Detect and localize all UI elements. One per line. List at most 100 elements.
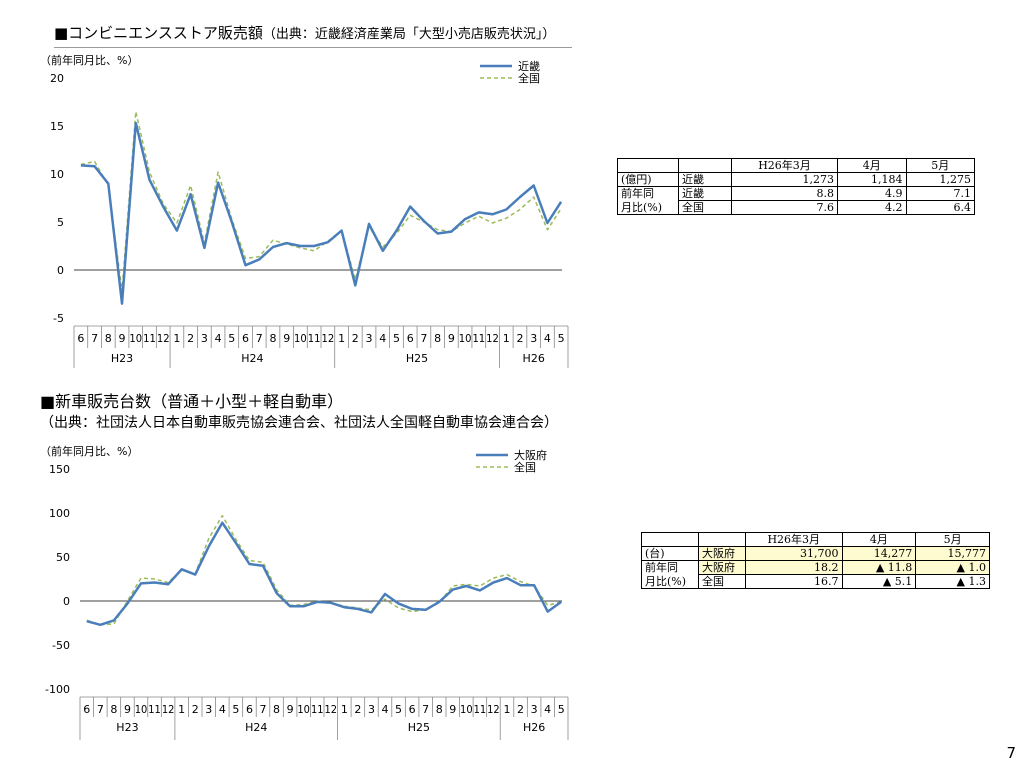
table-header-cell: H26年3月 [745,532,843,547]
legend-label: 全国 [518,71,540,85]
x-tick-label: 1 [504,703,511,716]
table-cell: 1,184 [837,172,907,187]
x-tick-label: 2 [187,332,194,345]
table-cell: ▲ 1.3 [915,574,990,589]
table-header-cell: 4月 [841,532,917,547]
x-tick-label: 8 [269,332,276,345]
x-tick-label: 4 [215,332,222,345]
legend-label: 大阪府 [514,448,547,462]
table-row: H26年3月 4月 5月 [617,158,975,173]
x-tick-label: 7 [260,703,267,716]
x-tick-label: 6 [242,332,249,345]
table-cell: 4.2 [837,200,907,215]
page-number: 7 [1006,744,1016,762]
x-tick-label: 2 [192,703,199,716]
x-tick-label: 2 [516,332,523,345]
table-row: (億円) 近畿 1,273 1,184 1,275 [617,172,975,187]
table-cell: ▲ 11.8 [841,560,917,575]
year-group-label: H25 [406,352,428,365]
x-tick-label: 10 [294,332,307,345]
year-group-label: H23 [116,721,138,734]
table-cell: 6.4 [905,200,975,215]
y-tick-label: 10 [50,168,64,181]
x-tick-label: 1 [341,703,348,716]
table-cell: 大阪府 [698,546,746,561]
table-cell: ▲ 1.0 [915,560,990,575]
x-tick-label: 10 [135,703,148,716]
x-tick-label: 6 [246,703,253,716]
x-tick-label: 10 [297,703,310,716]
table-row: 前年同 近畿 8.8 4.9 7.1 [617,186,975,201]
y-tick-label: 15 [50,120,64,133]
table-cell: ▲ 5.1 [841,574,917,589]
table-cell: 大阪府 [698,560,746,575]
table-row: 月比(%) 全国 7.6 4.2 6.4 [617,200,975,215]
x-tick-label: 9 [448,332,455,345]
x-tick-label: 1 [503,332,510,345]
x-tick-label: 9 [119,332,126,345]
x-tick-label: 6 [409,703,416,716]
x-tick-label: 1 [173,332,180,345]
x-tick-label: 9 [283,332,290,345]
table-cell: 全国 [678,200,732,215]
table-cell [641,532,699,547]
x-tick-label: 6 [77,332,84,345]
year-group-label: H26 [523,352,545,365]
table-cell [678,158,732,173]
x-tick-label: 7 [422,703,429,716]
table-cell: 1,273 [730,172,839,187]
table-cell: 14,277 [841,546,917,561]
chart1-title-source: （出典：近畿経済産業局「大型小売店販売状況」） [262,27,556,42]
x-tick-label: 1 [178,703,185,716]
chart1-title: ■コンビニエンスストア販売額（出典：近畿経済産業局「大型小売店販売状況」） [54,22,555,43]
x-tick-label: 8 [273,703,280,716]
table-row: 前年同 大阪府 18.2 ▲ 11.8 ▲ 1.0 [641,560,990,575]
y-tick-label: -50 [52,639,70,652]
chart1-title-rule [54,47,572,48]
x-tick-label: 2 [517,703,524,716]
year-group-label: H23 [111,352,133,365]
x-tick-label: 4 [379,332,386,345]
table-cell: (億円) [617,172,679,187]
chart2-data-table: H26年3月 4月 5月 (台) 大阪府 31,700 14,277 15,77… [641,532,990,589]
x-tick-label: 4 [219,703,226,716]
x-tick-label: 10 [460,703,473,716]
table-row: (台) 大阪府 31,700 14,277 15,777 [641,546,990,561]
chart1-title-main: ■コンビニエンスストア販売額 [54,24,263,42]
x-tick-label: 11 [311,703,324,716]
y-tick-label: 150 [49,463,70,476]
table-header-cell: 5月 [915,532,990,547]
x-tick-label: 3 [531,703,538,716]
series-line [80,121,563,305]
x-tick-label: 7 [97,703,104,716]
x-tick-label: 4 [382,703,389,716]
year-group-label: H24 [245,721,267,734]
x-tick-label: 1 [338,332,345,345]
table-cell: 前年同 [641,560,699,575]
y-tick-label: 0 [57,264,64,277]
table-cell: 月比(%) [617,200,679,215]
x-tick-label: 10 [129,332,142,345]
y-tick-label: 20 [50,72,64,85]
table-row: 月比(%) 全国 16.7 ▲ 5.1 ▲ 1.3 [641,574,990,589]
x-tick-label: 4 [544,332,551,345]
x-tick-label: 5 [232,703,239,716]
chart2-title: ■新車販売台数（普通＋小型＋軽自動車） [40,392,344,411]
table-cell: 18.2 [745,560,843,575]
series-line [86,521,562,627]
year-group-label: H25 [408,721,430,734]
table-cell: 近畿 [678,186,732,201]
x-tick-label: 5 [558,703,565,716]
x-tick-label: 9 [449,703,456,716]
table-cell: 近畿 [678,172,732,187]
x-tick-label: 12 [325,703,338,716]
x-tick-label: 5 [393,332,400,345]
chart-unit-label: （前年同月比、%） [40,53,138,67]
table-header-cell: H26年3月 [730,158,839,173]
x-tick-label: 12 [322,332,335,345]
series-line [80,110,562,292]
x-tick-label: 9 [124,703,131,716]
chart-unit-label: （前年同月比、%） [40,444,138,458]
